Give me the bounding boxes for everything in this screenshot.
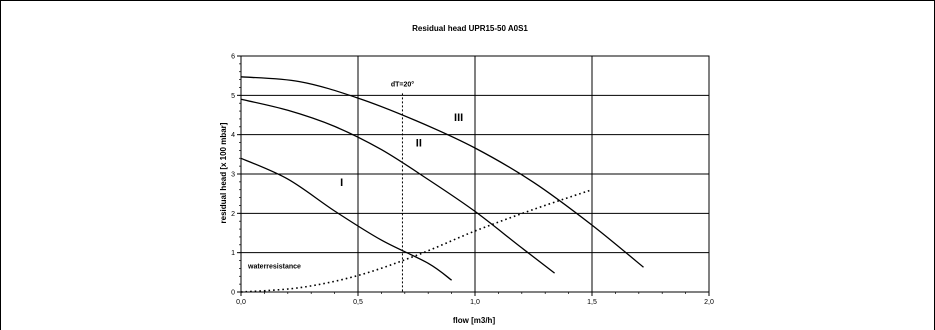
y-tick-label: 2 — [231, 211, 235, 218]
y-tick-label: 1 — [231, 250, 235, 257]
curve-label: III — [454, 112, 463, 124]
y-tick-label: 0 — [231, 290, 235, 297]
series-line-waterresistance — [240, 188, 593, 293]
y-tick-label: 6 — [231, 54, 235, 61]
annotation-label: dT=20° — [391, 81, 414, 89]
x-tick-label: 0,5 — [353, 299, 363, 306]
annotation-label: waterresistance — [247, 263, 301, 270]
x-tick-label: 1,0 — [470, 299, 480, 306]
series-line-iii — [240, 76, 644, 268]
x-tick-label: 2,0 — [704, 299, 714, 306]
x-axis-title: flow [m3/h] — [453, 316, 496, 325]
y-tick-label: 4 — [231, 132, 235, 139]
curve-label: II — [416, 137, 422, 149]
y-tick-label: 3 — [231, 172, 235, 179]
x-tick-label: 0,0 — [236, 299, 246, 306]
series-line-ii — [240, 98, 555, 274]
curve-label: I — [340, 177, 343, 189]
series-line-i — [240, 157, 452, 281]
chart-title: Residual head UPR15-50 A0S1 — [412, 24, 528, 33]
plot-area: 0 1 2 3 4 5 6 0,0 0,5 1,0 1,5 2,0 dT=20° waterresista… — [231, 54, 714, 307]
x-tick-label: 1,5 — [587, 299, 597, 306]
y-tick-label: 5 — [231, 93, 235, 100]
y-axis-title: residual head [x 100 mbar] — [219, 122, 228, 223]
